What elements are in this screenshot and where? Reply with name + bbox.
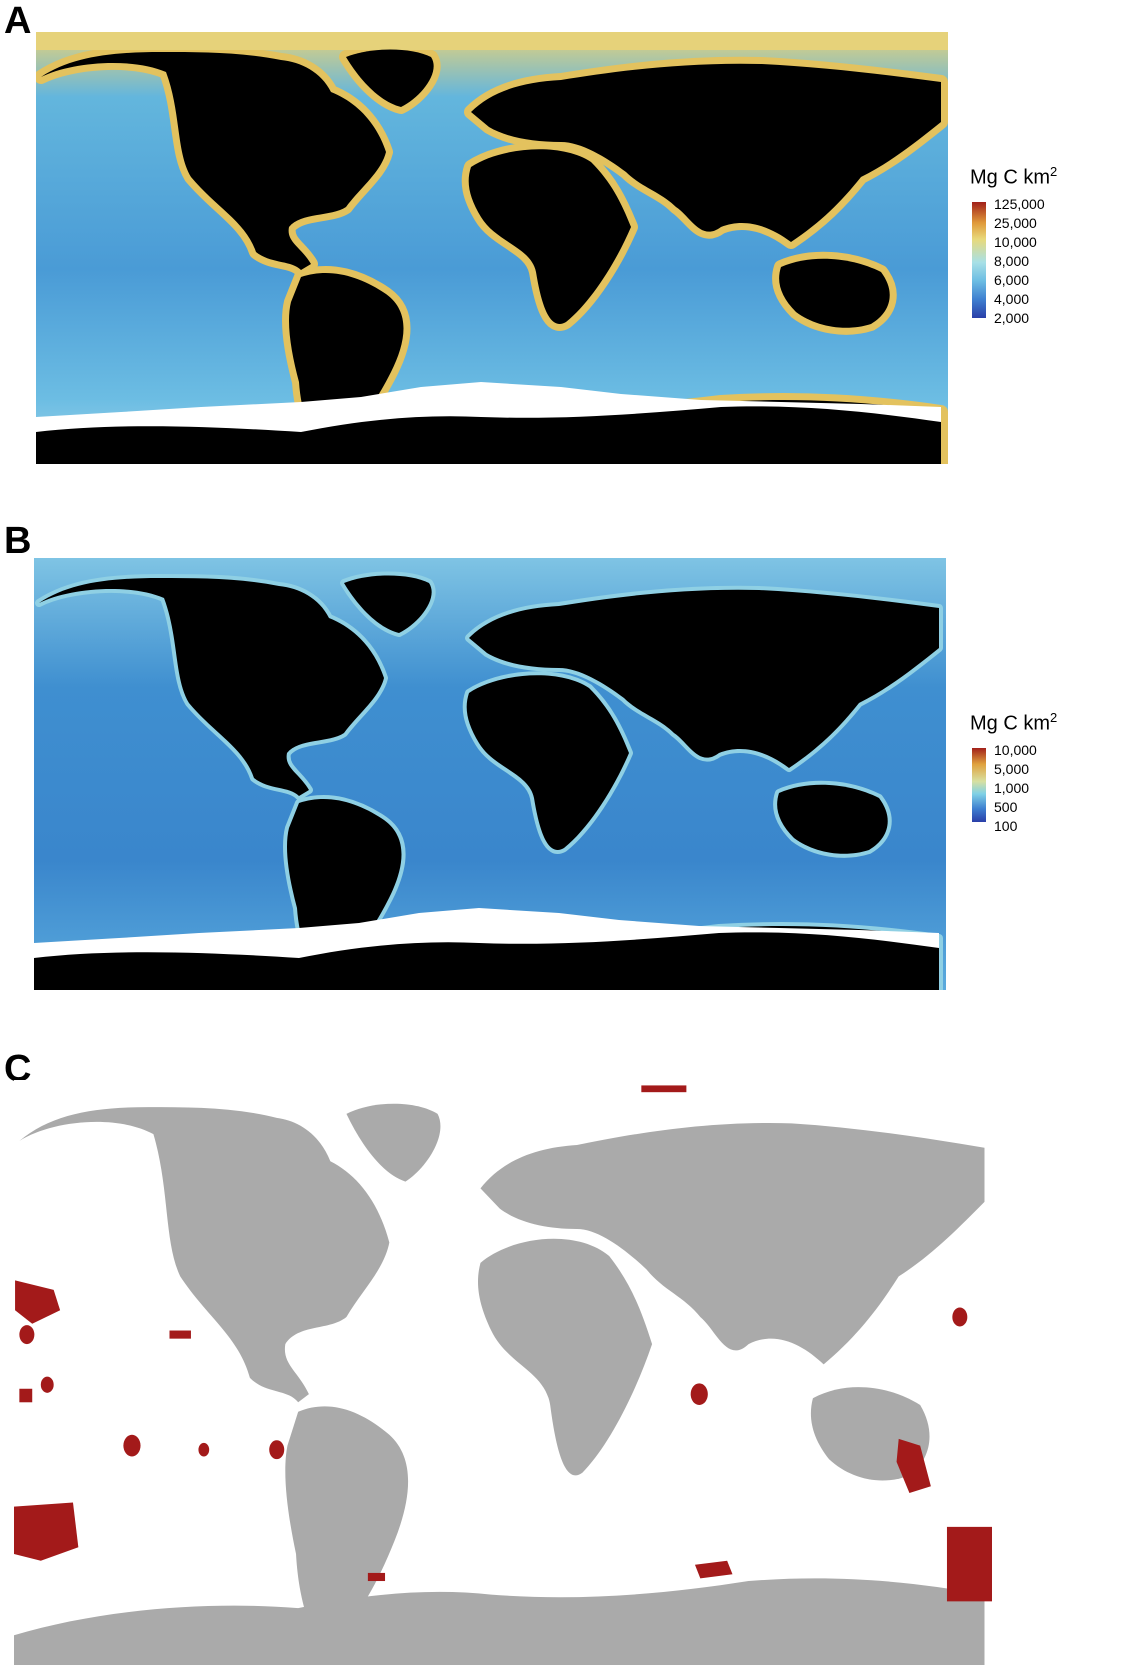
legend-color-bar-a (972, 202, 986, 318)
protected-area (952, 1307, 968, 1327)
legend-tick: 4,000 (994, 291, 1030, 307)
legend-title-a: Mg C km2 (970, 164, 1058, 189)
legend-color-bar-b (972, 748, 986, 822)
protected-area (19, 1388, 33, 1403)
legend-tick: 100 (994, 818, 1018, 834)
panel-letter-b: B (4, 520, 32, 562)
legend-tick: 5,000 (994, 761, 1030, 777)
protected-area (896, 1438, 931, 1494)
protected-area (269, 1440, 285, 1460)
marine-protected-areas (14, 1085, 992, 1602)
protected-area (40, 1376, 54, 1393)
legend-tick: 10,000 (994, 742, 1037, 758)
protected-area (690, 1383, 708, 1405)
protected-area (641, 1085, 687, 1093)
legend-title-b: Mg C km2 (970, 710, 1058, 735)
legend-tick: 25,000 (994, 215, 1037, 231)
legend-tick: 125,000 (994, 196, 1045, 212)
carbon-stock-map-a (36, 32, 948, 464)
protected-area (367, 1572, 386, 1582)
protected-areas-map-c (14, 1080, 992, 1665)
protected-area (15, 1280, 61, 1324)
legend-tick: 6,000 (994, 272, 1030, 288)
legend-tick: 8,000 (994, 253, 1030, 269)
protected-area (946, 1526, 992, 1602)
protected-area (123, 1434, 141, 1457)
protected-area (694, 1560, 733, 1579)
legend-a: Mg C km2 125,000 25,000 10,000 8,000 6,0… (968, 160, 1088, 330)
legend-tick: 10,000 (994, 234, 1037, 250)
protected-area (19, 1325, 35, 1345)
protected-area (14, 1502, 79, 1561)
legend-tick: 1,000 (994, 780, 1030, 796)
panel-letter-a: A (4, 0, 32, 42)
legend-tick: 500 (994, 799, 1018, 815)
legend-tick: 2,000 (994, 310, 1030, 326)
protected-area (169, 1330, 191, 1339)
legend-b: Mg C km2 10,000 5,000 1,000 500 100 (968, 706, 1088, 836)
carbon-stock-map-b (34, 558, 946, 990)
protected-area (198, 1442, 210, 1457)
